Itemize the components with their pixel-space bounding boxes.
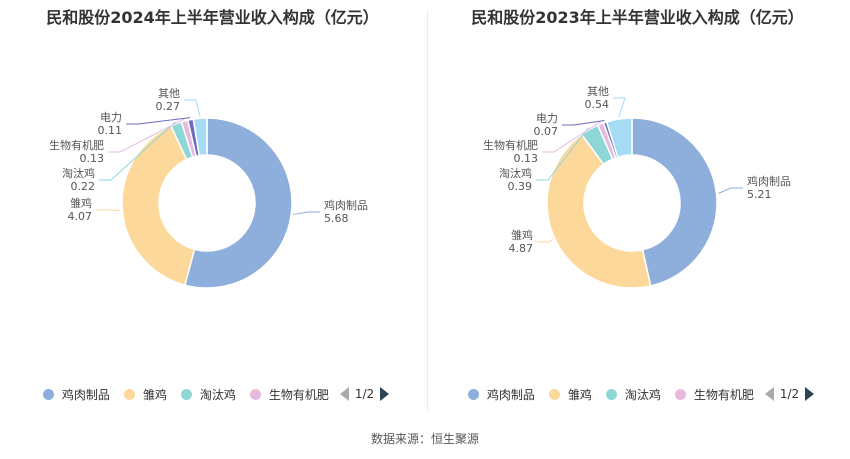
leader-line-4 xyxy=(562,119,605,126)
slice-value-3: 0.13 xyxy=(514,152,539,165)
legend-pager: 1/2 xyxy=(764,387,815,401)
slice-value-4: 0.07 xyxy=(534,125,559,138)
legend-label: 雏鸡 xyxy=(567,387,592,402)
legend-item-1[interactable]: 雏鸡 xyxy=(123,386,167,403)
legend-label: 淘汰鸡 xyxy=(624,387,661,402)
legend-dot xyxy=(467,388,479,400)
slice-label-0: 鸡肉制品 xyxy=(747,174,791,188)
slice-value-4: 0.11 xyxy=(98,124,123,137)
slice-value-0: 5.68 xyxy=(324,212,349,225)
pager-text: 1/2 xyxy=(779,387,800,401)
legend-dot xyxy=(42,388,54,400)
legend: 鸡肉制品 雏鸡 淘汰鸡 生物有机肥 1/2 xyxy=(0,384,425,404)
legend-item-2[interactable]: 淘汰鸡 xyxy=(180,386,236,403)
next-page-icon[interactable] xyxy=(805,387,815,401)
panel-divider xyxy=(427,10,428,410)
legend-dot xyxy=(180,388,192,400)
slice-0[interactable] xyxy=(631,117,718,287)
leader-line-0 xyxy=(293,211,320,215)
slice-label-2: 淘汰鸡 xyxy=(499,166,532,180)
slice-value-5: 0.54 xyxy=(585,98,610,111)
leader-line-2 xyxy=(536,127,589,181)
slice-5[interactable] xyxy=(605,117,633,159)
legend-label: 淘汰鸡 xyxy=(199,387,236,402)
leader-line-1 xyxy=(96,209,121,212)
prev-page-icon[interactable] xyxy=(339,387,349,401)
slice-1[interactable] xyxy=(546,133,652,289)
slice-5[interactable] xyxy=(192,117,208,157)
pager-text: 1/2 xyxy=(354,387,375,401)
chart-panel-2023: 民和股份2023年上半年营业收入构成（亿元） 鸡肉制品 5.21 雏鸡 4.87 淘汰鸡… xyxy=(425,0,850,420)
slice-0[interactable] xyxy=(183,117,293,289)
slice-value-2: 0.39 xyxy=(508,180,533,193)
legend-label: 鸡肉制品 xyxy=(486,387,535,402)
slice-label-4: 电力 xyxy=(100,111,122,124)
slice-label-3: 生物有机肥 xyxy=(483,138,538,152)
legend-label: 生物有机肥 xyxy=(693,387,754,402)
slice-value-1: 4.87 xyxy=(509,242,534,255)
legend-item-0[interactable]: 鸡肉制品 xyxy=(467,386,535,403)
next-page-icon[interactable] xyxy=(380,387,390,401)
legend-dot xyxy=(123,388,135,400)
slice-value-0: 5.21 xyxy=(747,188,772,201)
legend-item-3[interactable]: 生物有机肥 xyxy=(249,386,329,403)
chart-panel-2024: 民和股份2024年上半年营业收入构成（亿元） 鸡肉制品 5.68 雏鸡 4.07 淘汰鸡… xyxy=(0,0,425,420)
slice-value-2: 0.22 xyxy=(71,180,96,193)
legend-label: 鸡肉制品 xyxy=(61,387,110,402)
leader-line-1 xyxy=(537,238,554,243)
leader-line-5 xyxy=(184,99,201,117)
leader-line-4 xyxy=(126,117,191,125)
legend-dot xyxy=(548,388,560,400)
slice-label-2: 淘汰鸡 xyxy=(62,166,95,180)
leader-line-3 xyxy=(108,118,185,153)
leader-line-5 xyxy=(613,97,626,118)
chart-title: 民和股份2023年上半年营业收入构成（亿元） xyxy=(471,8,804,27)
slice-label-1: 雏鸡 xyxy=(511,228,533,242)
legend-item-0[interactable]: 鸡肉制品 xyxy=(42,386,110,403)
chart-title: 民和股份2024年上半年营业收入构成（亿元） xyxy=(46,8,379,27)
slice-label-5: 其他 xyxy=(587,85,609,98)
legend-pager: 1/2 xyxy=(339,387,390,401)
legend: 鸡肉制品 雏鸡 淘汰鸡 生物有机肥 1/2 xyxy=(425,384,850,404)
legend-label: 生物有机肥 xyxy=(268,387,329,402)
legend-item-1[interactable]: 雏鸡 xyxy=(548,386,592,403)
slice-label-0: 鸡肉制品 xyxy=(324,198,368,212)
legend-item-2[interactable]: 淘汰鸡 xyxy=(605,386,661,403)
slice-value-3: 0.13 xyxy=(80,152,105,165)
prev-page-icon[interactable] xyxy=(764,387,774,401)
slice-label-5: 其他 xyxy=(158,87,180,100)
legend-label: 雏鸡 xyxy=(142,387,167,402)
legend-dot xyxy=(605,388,617,400)
leader-line-3 xyxy=(542,121,601,153)
slice-label-4: 电力 xyxy=(536,112,558,125)
leader-line-0 xyxy=(718,187,743,194)
data-source: 数据来源：恒生聚源 xyxy=(370,432,479,446)
slice-value-5: 0.27 xyxy=(156,100,181,113)
legend-item-3[interactable]: 生物有机肥 xyxy=(674,386,754,403)
leader-line-2 xyxy=(99,121,176,181)
slice-label-3: 生物有机肥 xyxy=(49,138,104,152)
legend-dot xyxy=(674,388,686,400)
slice-value-1: 4.07 xyxy=(68,210,93,223)
slice-label-1: 雏鸡 xyxy=(70,196,92,210)
legend-dot xyxy=(249,388,261,400)
